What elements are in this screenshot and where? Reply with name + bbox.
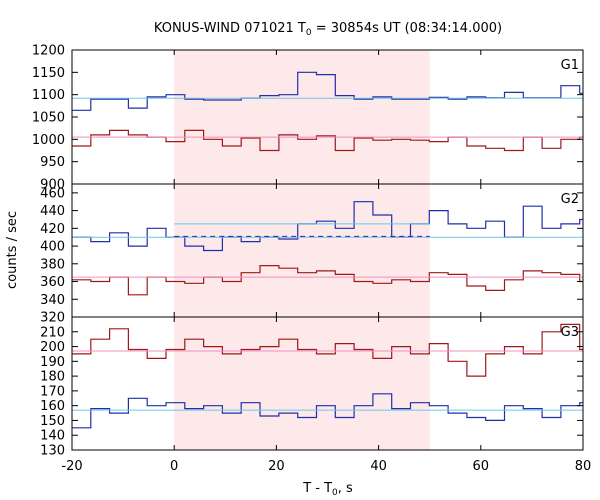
y-tick-label: 460 (40, 186, 65, 201)
x-tick-label: 20 (268, 459, 285, 474)
y-tick-label: 180 (40, 370, 65, 385)
panel-series (72, 71, 583, 152)
y-tick-label: 1150 (32, 66, 65, 81)
panel-series (72, 201, 583, 296)
series-red-g2 (72, 265, 583, 296)
y-tick-label: 440 (40, 204, 65, 219)
x-axis-label: T - T0, s (302, 481, 353, 498)
y-tick-label: 340 (40, 293, 65, 308)
y-tick-label: 320 (40, 311, 65, 326)
series-red-g1 (72, 129, 583, 152)
y-tick-label: 200 (40, 340, 65, 355)
x-tick-label: 60 (473, 459, 490, 474)
x-tick-label: 80 (575, 459, 592, 474)
chart-title: KONUS-WIND 071021 T0 = 30854s UT (08:34:… (154, 21, 502, 38)
panel-frame (71, 316, 584, 451)
series-red-g3 (72, 323, 583, 377)
y-tick-label: 420 (40, 222, 65, 237)
y-tick-label: 900 (40, 178, 65, 193)
y-tick-label: 150 (40, 414, 65, 429)
series-blue-g3 (72, 393, 583, 429)
panel-label: G3 (561, 325, 579, 340)
y-tick-label: 400 (40, 240, 65, 255)
y-tick-label: 130 (40, 444, 65, 459)
panel-g2: 320 340 360 380 400 420 440 460 G2 (40, 183, 584, 326)
panel-g1: 900 950 1000 1050 1100 1150 1200 G1 (32, 44, 584, 193)
y-axis-label: counts / sec (5, 211, 20, 289)
x-tick-label: -20 (61, 459, 82, 474)
y-tick-label: 1050 (32, 111, 65, 126)
y-tick-label: 1000 (32, 133, 65, 148)
x-tick-label: 40 (370, 459, 387, 474)
y-tick-label: 1100 (32, 88, 65, 103)
panel-label: G2 (561, 192, 579, 207)
y-tick-label: 360 (40, 275, 65, 290)
panel-series (72, 323, 583, 429)
y-tick-label: 210 (40, 325, 65, 340)
x-tick-label: 0 (170, 459, 178, 474)
y-tick-label: 140 (40, 429, 65, 444)
y-tick-label: 170 (40, 384, 65, 399)
y-tick-label: 950 (40, 155, 65, 170)
y-tick-label: 160 (40, 399, 65, 414)
panel-label: G1 (561, 58, 579, 73)
y-tick-label: 190 (40, 355, 65, 370)
y-tick-label: 380 (40, 257, 65, 272)
y-tick-label: 1200 (32, 44, 65, 59)
